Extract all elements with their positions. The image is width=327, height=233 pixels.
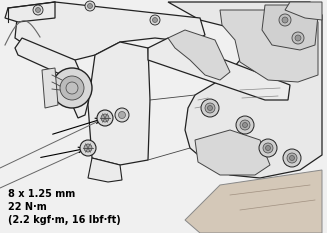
Circle shape: [295, 35, 301, 41]
Circle shape: [115, 108, 129, 122]
Polygon shape: [88, 158, 122, 182]
Circle shape: [84, 144, 92, 152]
Circle shape: [80, 140, 96, 156]
Polygon shape: [88, 42, 150, 165]
Circle shape: [240, 120, 250, 130]
Circle shape: [36, 7, 41, 13]
Circle shape: [292, 32, 304, 44]
Polygon shape: [168, 30, 230, 80]
Circle shape: [101, 114, 109, 122]
Circle shape: [282, 17, 288, 23]
Circle shape: [236, 116, 254, 134]
Polygon shape: [15, 38, 90, 118]
Circle shape: [85, 1, 95, 11]
Circle shape: [208, 106, 213, 110]
Polygon shape: [262, 5, 318, 50]
Circle shape: [201, 99, 219, 117]
Polygon shape: [185, 170, 322, 233]
Circle shape: [152, 17, 158, 23]
Text: 8 x 1.25 mm
22 N·m
(2.2 kgf·m, 16 lbf·ft): 8 x 1.25 mm 22 N·m (2.2 kgf·m, 16 lbf·ft…: [8, 189, 121, 225]
Circle shape: [263, 143, 273, 153]
Polygon shape: [220, 10, 318, 82]
Circle shape: [243, 123, 248, 127]
Circle shape: [33, 5, 43, 15]
Circle shape: [150, 15, 160, 25]
Polygon shape: [15, 2, 205, 60]
Circle shape: [283, 149, 301, 167]
Circle shape: [259, 139, 277, 157]
Circle shape: [60, 76, 84, 100]
Polygon shape: [168, 2, 322, 178]
Circle shape: [97, 110, 113, 126]
Circle shape: [66, 82, 78, 94]
Polygon shape: [195, 130, 270, 175]
Circle shape: [52, 68, 92, 108]
Circle shape: [118, 112, 126, 119]
Circle shape: [287, 153, 297, 163]
Circle shape: [88, 3, 93, 8]
Polygon shape: [285, 2, 322, 20]
Polygon shape: [42, 68, 58, 108]
Circle shape: [205, 103, 215, 113]
Circle shape: [289, 155, 295, 161]
Circle shape: [266, 145, 270, 151]
Polygon shape: [148, 38, 290, 100]
Polygon shape: [5, 2, 55, 22]
Circle shape: [279, 14, 291, 26]
